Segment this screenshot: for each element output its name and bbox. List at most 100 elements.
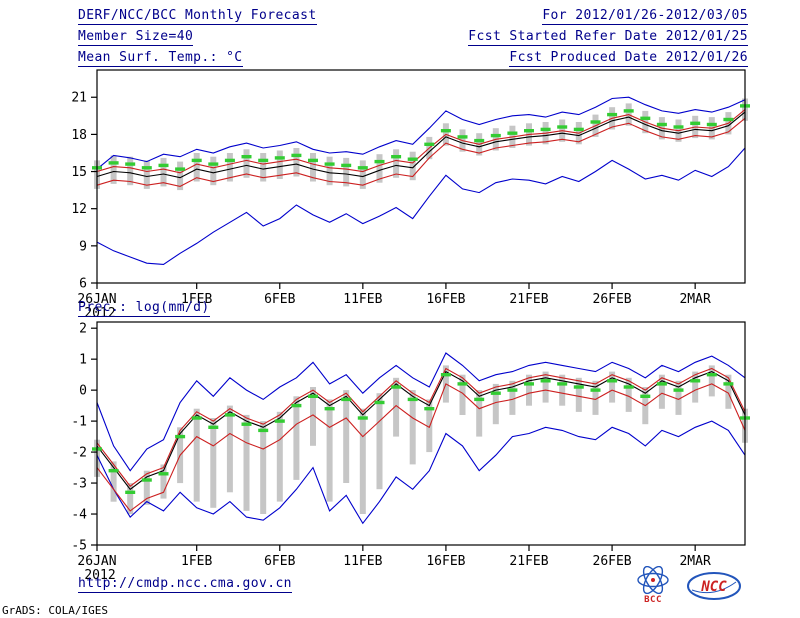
ensemble-spread-bar	[625, 377, 632, 412]
header-row-1: DERF/NCC/BCC Monthly Forecast For 2012/0…	[78, 8, 748, 25]
ensemble-spread-bar	[226, 405, 233, 493]
y-tick-label: 0	[79, 384, 87, 399]
x-tick-label: 21FEB	[509, 554, 548, 569]
site-url[interactable]: http://cmdp.ncc.cma.gov.cn	[78, 576, 292, 593]
y-tick-label: 15	[71, 165, 87, 180]
lower-quartile-line	[96, 117, 746, 187]
y-tick-label: -5	[71, 539, 87, 554]
plot-frame	[96, 69, 746, 284]
x-tick-label: 2MAR	[679, 292, 710, 307]
ensemble-spread-bar	[376, 393, 383, 490]
ensemble-spread-bar	[359, 408, 366, 514]
ncc-logo-label: NCC	[700, 579, 727, 595]
ensemble-spread-bar	[542, 371, 549, 403]
ensemble-spread-bar	[143, 160, 150, 189]
ensemble-spread-bar	[459, 374, 466, 415]
y-tick-label: 9	[79, 239, 87, 254]
x-tick-label: 26FEB	[593, 554, 632, 569]
upper-quartile-line	[96, 367, 746, 487]
ensemble-spread-bar	[243, 149, 250, 178]
fcst-produced-date: Fcst Produced Date 2012/01/26	[509, 50, 748, 67]
x-tick-label: 16FEB	[426, 292, 465, 307]
x-tick-label: 26JAN	[77, 554, 116, 569]
ensemble-spread-bar	[658, 374, 665, 409]
ensemble-spread-bar	[260, 421, 267, 514]
ensemble-spread-bar	[393, 377, 400, 437]
ensemble-spread-bar	[393, 149, 400, 178]
header-row-3: Mean Surf. Temp.: °C Fcst Produced Date …	[78, 50, 748, 67]
x-tick-label: 16FEB	[426, 554, 465, 569]
header: DERF/NCC/BCC Monthly Forecast For 2012/0…	[78, 8, 748, 71]
y-tick-label: -1	[71, 415, 87, 430]
ensemble-spread-bar	[210, 156, 217, 186]
ensemble-spread-bar	[226, 153, 233, 182]
x-tick-label: 1FEB	[181, 292, 212, 307]
x-tick-label: 1FEB	[181, 554, 212, 569]
ensemble-spread-bar	[276, 411, 283, 502]
y-tick-label: 1	[79, 353, 87, 368]
ensemble-spread-bar	[210, 418, 217, 508]
fcst-refer-date: Fcst Started Refer Date 2012/01/25	[468, 29, 748, 46]
ensemble-spread-bar	[310, 387, 316, 446]
bcc-atom-icon	[637, 566, 669, 594]
median-line	[96, 370, 746, 491]
x-tick-label: 26FEB	[593, 292, 632, 307]
lower-quartile-line	[96, 383, 746, 512]
ensemble-spread-bar	[260, 153, 267, 182]
ensemble-spread-bar	[426, 399, 433, 453]
upper-quartile-line	[96, 109, 746, 174]
ensemble-spread-bar	[160, 464, 167, 499]
ensemble-min-line	[96, 147, 746, 265]
y-tick-label: -4	[71, 508, 87, 523]
ensemble-spread-bar	[526, 374, 532, 406]
ensemble-spread-bar	[476, 390, 483, 437]
footer-logos: BCC NCC	[636, 566, 742, 605]
forecast-range: For 2012/01/26-2012/03/05	[542, 8, 748, 25]
ensemble-spread-bar	[276, 150, 283, 179]
ensemble-spread-bar	[326, 399, 333, 502]
ensemble-spread-bar	[293, 148, 300, 177]
ensemble-spread-bar	[592, 380, 599, 415]
ensemble-spread-bar	[343, 390, 350, 483]
x-tick-sublabel: 2012	[84, 306, 115, 321]
ensemble-spread-bar	[708, 365, 715, 397]
page-title: DERF/NCC/BCC Monthly Forecast	[78, 8, 317, 25]
x-tick-label: 11FEB	[343, 554, 382, 569]
x-tick-label: 26JAN	[77, 292, 116, 307]
ensemble-spread-bar	[509, 380, 516, 415]
prec-chart-title: Prec.: log(mm/d)	[78, 300, 210, 317]
ensemble-spread-bar	[359, 160, 366, 189]
y-tick-label: -2	[71, 446, 87, 461]
y-tick-label: 18	[71, 128, 87, 143]
ensemble-max-line	[96, 96, 746, 170]
ensemble-spread-bar	[376, 154, 383, 183]
ensemble-spread-bar	[409, 151, 416, 181]
ensemble-spread-bar	[127, 156, 134, 186]
ensemble-spread-bar	[143, 470, 150, 505]
median-line	[96, 111, 746, 179]
ensemble-spread-bar	[559, 374, 566, 406]
ensemble-spread-bar	[326, 156, 333, 186]
ensemble-spread-bar	[193, 153, 200, 182]
ensemble-spread-bar	[177, 161, 184, 191]
ensemble-spread-bar	[110, 461, 117, 502]
ensemble-spread-bar	[725, 374, 732, 409]
x-tick-label: 2MAR	[679, 554, 710, 569]
x-tick-label: 6FEB	[264, 292, 295, 307]
ensemble-spread-bar	[692, 371, 699, 403]
x-tick-label: 6FEB	[264, 554, 295, 569]
plot-frame	[96, 321, 746, 546]
ensemble-spread-bar	[160, 157, 167, 187]
y-tick-label: 2	[79, 322, 87, 337]
ensemble-spread-bar	[409, 390, 416, 465]
ensemble-spread-bar	[293, 396, 300, 480]
temp-chart-title: Mean Surf. Temp.: °C	[78, 50, 243, 67]
ensemble-min-line	[96, 420, 746, 525]
ensemble-spread-bar	[127, 483, 134, 515]
ensemble-spread-bar	[193, 408, 200, 502]
header-row-2: Member Size=40 Fcst Started Refer Date 2…	[78, 29, 748, 46]
x-tick-label: 11FEB	[343, 292, 382, 307]
ncc-globe-icon: NCC	[687, 571, 741, 600]
